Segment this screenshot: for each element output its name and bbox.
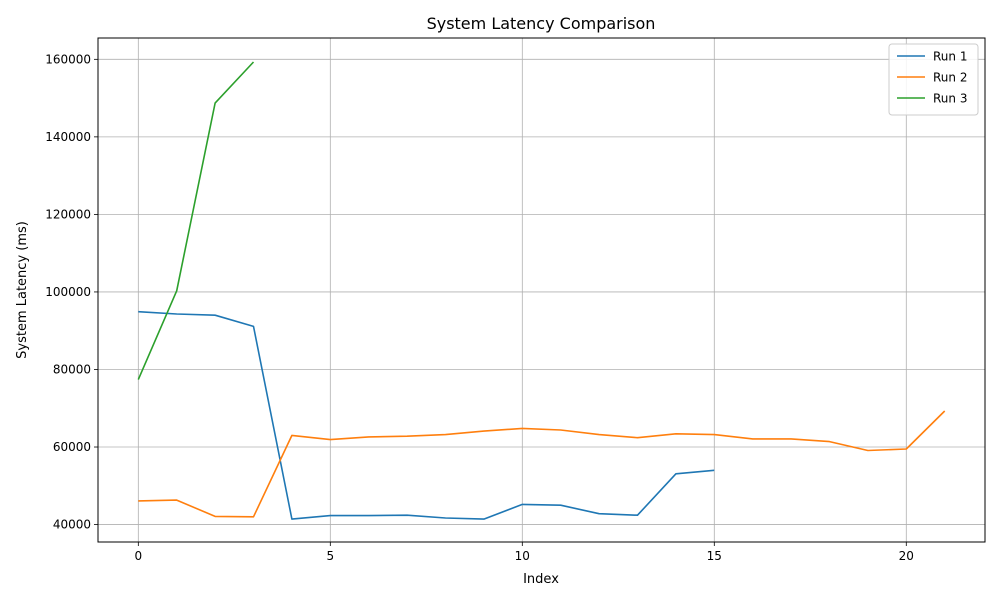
legend-label-run-2: Run 2 [933, 71, 967, 85]
chart-title: System Latency Comparison [427, 14, 656, 33]
y-tick-label: 80000 [53, 362, 91, 376]
x-axis-label: Index [523, 572, 559, 587]
y-axis-label: System Latency (ms) [15, 221, 30, 359]
x-tick-label: 15 [707, 549, 722, 563]
axis-ticks: 0 5 10 15 20 40000 60000 80000 100000 120000 14000… [45, 52, 914, 563]
y-tick-label: 120000 [45, 207, 91, 221]
y-tick-label: 40000 [53, 518, 91, 532]
y-tick-label: 140000 [45, 130, 91, 144]
series-lines [137, 61, 946, 520]
y-tick-label: 100000 [45, 285, 91, 299]
plot-frame [97, 37, 986, 543]
x-tick-label: 10 [515, 549, 530, 563]
series-line-run-3 [137, 61, 255, 380]
series-line-run-1 [138, 310, 715, 520]
x-tick-label: 0 [134, 549, 142, 563]
legend-label-run-1: Run 1 [933, 50, 967, 64]
y-tick-label: 160000 [45, 52, 91, 66]
series-line-run-2 [138, 410, 946, 518]
legend: Run 1 Run 2 Run 3 [888, 43, 979, 116]
grid [98, 38, 985, 542]
x-tick-label: 5 [326, 549, 334, 563]
y-tick-label: 60000 [53, 440, 91, 454]
legend-label-run-3: Run 3 [933, 92, 967, 106]
x-tick-label: 20 [899, 549, 914, 563]
